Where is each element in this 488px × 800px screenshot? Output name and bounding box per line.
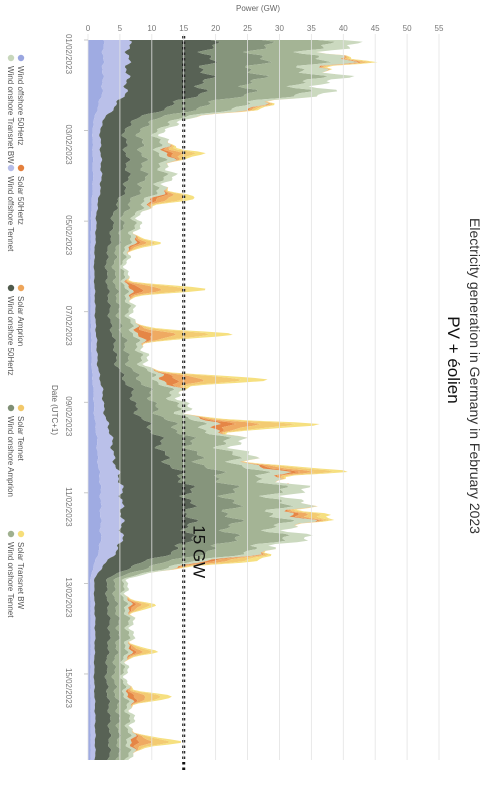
x-tick-label: 09/02/2023 [64, 396, 73, 437]
y-tick-label: 10 [147, 24, 156, 33]
y-axis: 0 5 10 15 20 25 30 35 40 45 50 55 [86, 24, 444, 760]
legend-label: Wind onshore 50Hertz [6, 296, 15, 376]
y-tick-label: 25 [243, 24, 252, 33]
chart-subtitle: PV + éolien [444, 316, 463, 403]
area-Wind offshore 50Hertz [88, 40, 105, 760]
y-tick-label: 0 [86, 24, 91, 33]
legend-label: Wind offshore Tennet [6, 176, 15, 252]
legend-label: Solar Transnet BW [16, 542, 25, 610]
plot-area [88, 40, 378, 760]
legend-label: Solar 50Hertz [16, 176, 25, 225]
area-Wind onshore Amprion [104, 40, 275, 760]
legend-label: Wind onshore Tennet [6, 542, 15, 618]
legend-swatch [17, 404, 25, 412]
y-tick-label: 45 [371, 24, 380, 33]
y-tick-label: 20 [211, 24, 220, 33]
area-Wind offshore Tennet [90, 40, 132, 760]
y-tick-label: 15 [179, 24, 188, 33]
x-tick-label: 03/02/2023 [64, 125, 73, 166]
x-tick-label: 07/02/2023 [64, 306, 73, 347]
y-tick-label: 40 [339, 24, 348, 33]
legend-label: Wind onshore Amprion [6, 416, 15, 497]
legend-label: Wind onshore Transnet BW [6, 66, 15, 164]
chart-title: Electricity generation in Germany in Feb… [467, 218, 483, 534]
y-tick-label: 50 [403, 24, 412, 33]
x-tick-label: 15/02/2023 [64, 668, 73, 709]
legend-swatch [7, 284, 15, 292]
legend-label: Solar Tennet [16, 416, 25, 462]
y-tick-label: 30 [275, 24, 284, 33]
area-Wind onshore Tennet [111, 40, 336, 760]
x-tick-label: 05/02/2023 [64, 215, 73, 256]
legend-swatch [7, 530, 15, 538]
y-tick-label: 55 [435, 24, 444, 33]
legend-label: Solar Amprion [16, 296, 25, 346]
x-tick-label: 11/02/2023 [64, 487, 73, 527]
x-tick-label: 13/02/2023 [64, 577, 73, 618]
legend-label: Wind offshore 50Hertz [16, 66, 25, 145]
legend-swatch [17, 164, 25, 172]
legend-swatch [17, 284, 25, 292]
y-tick-label: 5 [118, 24, 123, 33]
x-axis-title: Date (UTC+1) [50, 385, 59, 435]
x-tick-label: 01/02/2023 [64, 34, 73, 75]
legend-swatch [17, 530, 25, 538]
y-axis-title: Power (GW) [236, 4, 280, 13]
legend-swatch [17, 54, 25, 62]
legend-swatch [7, 404, 15, 412]
y-tick-label: 35 [307, 24, 316, 33]
reference-line-label: 15 GW [190, 525, 209, 578]
legend-swatch [7, 164, 15, 172]
area-Wind onshore 50Hertz [93, 40, 220, 760]
legend-swatch [7, 54, 15, 62]
x-axis: 01/02/2023 03/02/2023 05/02/2023 07/02/2023… [64, 34, 88, 709]
